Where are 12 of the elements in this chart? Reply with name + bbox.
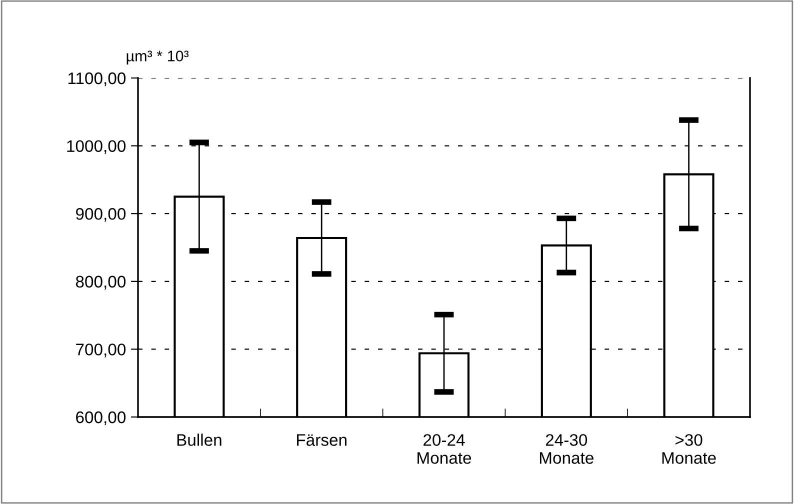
y-tick-label: 800,00	[76, 276, 126, 290]
x-tick-label: Bullen	[177, 434, 222, 446]
x-tick-label: >30 Monate	[662, 434, 716, 464]
y-tick-label: 1000,00	[67, 140, 126, 154]
y-tick-label: 700,00	[76, 344, 126, 358]
y-tick-label: 900,00	[76, 208, 126, 222]
y-axis-title: µm³ * 10³	[126, 50, 189, 64]
x-tick-label: Färsen	[297, 434, 346, 446]
x-tick-label: 20-24 Monate	[418, 434, 472, 464]
y-tick-label: 600,00	[76, 411, 126, 426]
y-tick-label: 1100,00	[68, 72, 126, 86]
x-tick-label: 24-30 Monate	[540, 434, 594, 464]
